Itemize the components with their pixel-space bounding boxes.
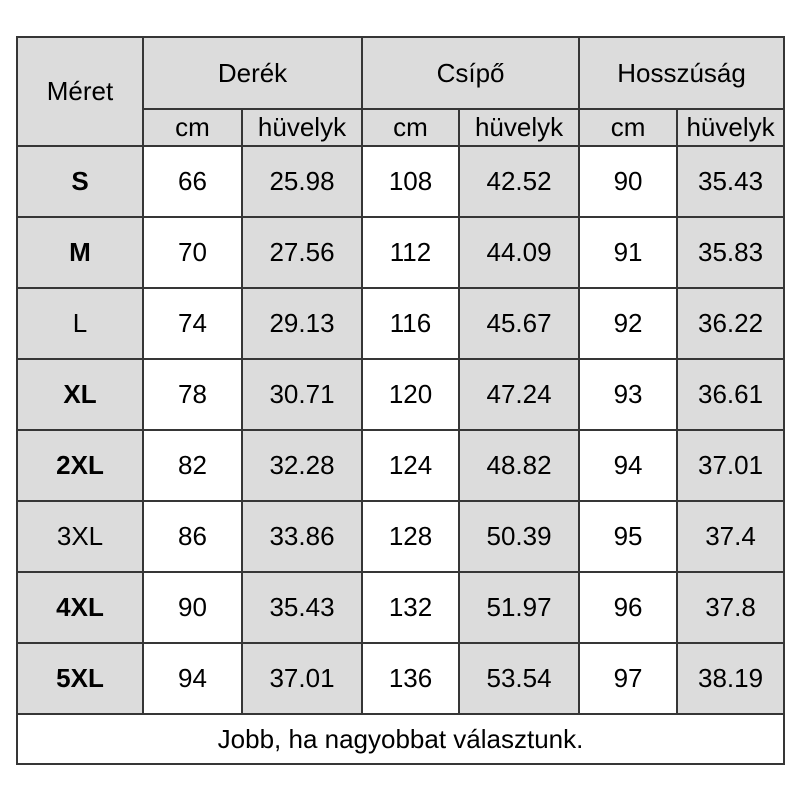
table-row: 4XL 90 35.43 132 51.97 96 37.8 (16, 571, 786, 644)
size-label: XL (16, 358, 144, 431)
waist-cm-value: 70 (142, 216, 243, 289)
hip-group-header: Csípő (361, 36, 581, 110)
hip-inch-value: 47.24 (458, 358, 581, 431)
table-row: XL 78 30.71 120 47.24 93 36.61 (16, 358, 786, 431)
length-cm-value: 94 (578, 429, 679, 502)
length-cm-value: 97 (578, 642, 679, 715)
length-inch-value: 37.8 (676, 571, 786, 644)
hip-cm-value: 108 (361, 145, 461, 218)
hip-inch-header: hüvelyk (458, 108, 581, 147)
length-inch-value: 37.01 (676, 429, 786, 502)
waist-cm-value: 82 (142, 429, 243, 502)
hip-cm-value: 120 (361, 358, 461, 431)
waist-inch-value: 29.13 (240, 287, 364, 360)
waist-cm-value: 74 (142, 287, 243, 360)
length-inch-value: 38.19 (676, 642, 786, 715)
waist-inch-value: 35.43 (240, 571, 364, 644)
length-cm-value: 95 (578, 500, 679, 573)
size-label: M (16, 216, 144, 289)
length-group-header: Hosszúság (578, 36, 786, 110)
hip-inch-value: 44.09 (458, 216, 581, 289)
hip-inch-value: 48.82 (458, 429, 581, 502)
header-row-groups: Méret Derék Csípő Hosszúság (16, 36, 786, 147)
waist-cm-value: 86 (142, 500, 243, 573)
hip-inch-value: 53.54 (458, 642, 581, 715)
waist-cm-value: 78 (142, 358, 243, 431)
size-column-header: Méret (16, 36, 144, 147)
hip-inch-value: 50.39 (458, 500, 581, 573)
hip-inch-value: 51.97 (458, 571, 581, 644)
size-label: L (16, 287, 144, 360)
waist-inch-value: 25.98 (240, 145, 364, 218)
hip-cm-header: cm (361, 108, 461, 147)
length-inch-value: 36.22 (676, 287, 786, 360)
footer-row: Jobb, ha nagyobbat választunk. (15, 713, 786, 765)
footer-note: Jobb, ha nagyobbat választunk. (15, 713, 786, 765)
length-cm-value: 91 (578, 216, 679, 289)
size-label: S (16, 145, 144, 218)
length-cm-header: cm (578, 108, 679, 147)
length-cm-value: 92 (578, 287, 679, 360)
waist-inch-value: 27.56 (240, 216, 364, 289)
hip-cm-value: 136 (361, 642, 461, 715)
hip-cm-value: 128 (361, 500, 461, 573)
table-row: S 66 25.98 108 42.52 90 35.43 (16, 145, 786, 218)
waist-cm-value: 94 (142, 642, 243, 715)
waist-group-header: Derék (141, 36, 364, 110)
length-inch-header: hüvelyk (676, 108, 786, 147)
length-cm-value: 90 (578, 145, 679, 218)
waist-inch-value: 30.71 (240, 358, 364, 431)
waist-cm-header: cm (142, 108, 243, 147)
length-inch-value: 36.61 (676, 358, 786, 431)
size-label: 2XL (16, 429, 144, 502)
length-inch-value: 37.4 (676, 500, 786, 573)
length-cm-value: 93 (578, 358, 679, 431)
table-row: L 74 29.13 116 45.67 92 36.22 (16, 287, 786, 360)
hip-cm-value: 116 (361, 287, 461, 360)
table-row: M 70 27.56 112 44.09 91 35.83 (16, 216, 786, 289)
length-inch-value: 35.83 (676, 216, 786, 289)
hip-cm-value: 124 (361, 429, 461, 502)
size-label: 4XL (16, 571, 144, 644)
hip-inch-value: 42.52 (458, 145, 581, 218)
hip-cm-value: 112 (361, 216, 461, 289)
header-row-units: cm hüvelyk cm hüvelyk cm hüvelyk (17, 108, 786, 147)
table-row: 3XL 86 33.86 128 50.39 95 37.4 (16, 500, 786, 573)
table-row: 2XL 82 32.28 124 48.82 94 37.01 (16, 429, 786, 502)
waist-inch-header: hüvelyk (240, 108, 364, 147)
table-row: 5XL 94 37.01 136 53.54 97 38.19 (16, 642, 786, 715)
size-label: 5XL (16, 642, 144, 715)
waist-inch-value: 33.86 (240, 500, 364, 573)
waist-inch-value: 37.01 (240, 642, 364, 715)
waist-cm-value: 66 (142, 145, 243, 218)
waist-cm-value: 90 (142, 571, 243, 644)
waist-inch-value: 32.28 (240, 429, 364, 502)
size-chart-table: Méret Derék Csípő Hosszúság cm hüvelyk c… (15, 36, 786, 765)
size-label: 3XL (16, 500, 144, 573)
length-cm-value: 96 (578, 571, 679, 644)
length-inch-value: 35.43 (676, 145, 786, 218)
hip-cm-value: 132 (361, 571, 461, 644)
hip-inch-value: 45.67 (458, 287, 581, 360)
